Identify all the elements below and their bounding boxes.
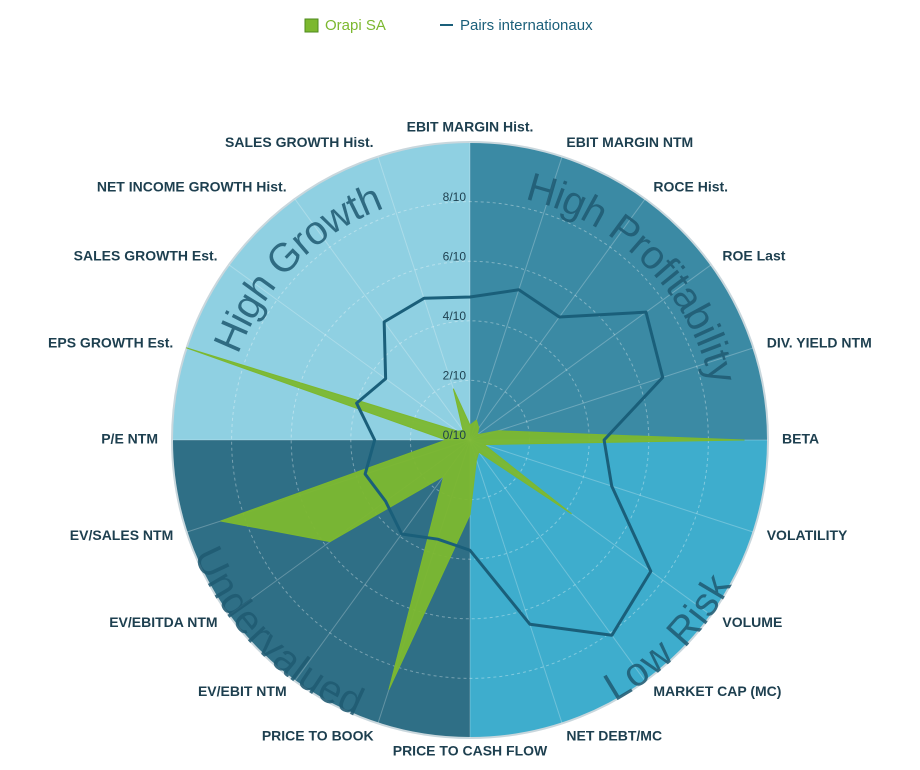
axis-label: SALES GROWTH Est. xyxy=(74,247,218,263)
axis-label: MARKET CAP (MC) xyxy=(653,683,781,699)
spoke xyxy=(228,264,471,441)
series-area xyxy=(186,347,745,690)
spoke xyxy=(469,198,646,441)
spoke xyxy=(469,156,563,441)
legend-label: Orapi SA xyxy=(325,17,386,34)
quadrant xyxy=(470,440,768,738)
r-tick-label: 0/10 xyxy=(443,428,467,442)
axis-label: PRICE TO BOOK xyxy=(262,727,374,743)
axis-label: DIV. YIELD NTM xyxy=(767,334,872,350)
legend-swatch xyxy=(304,18,319,33)
axis-label: EV/EBIT NTM xyxy=(198,683,287,699)
axis-label: EV/EBITDA NTM xyxy=(109,614,217,630)
axis-label: EBIT MARGIN NTM xyxy=(566,134,693,150)
axis-label: ROE Last xyxy=(722,247,785,263)
r-tick-label: 2/10 xyxy=(443,369,467,383)
axis-label: SALES GROWTH Hist. xyxy=(225,134,374,150)
legend-label: Pairs internationaux xyxy=(460,17,593,34)
outer-ring xyxy=(171,141,769,739)
r-tick-label: 6/10 xyxy=(443,249,467,263)
series-area xyxy=(355,288,665,637)
axis-label: NET INCOME GROWTH Hist. xyxy=(97,178,287,194)
axis-label: BETA xyxy=(782,431,819,447)
quadrant xyxy=(470,142,768,440)
axis-label: P/E NTM xyxy=(101,431,158,447)
axis-label: EPS GROWTH Est. xyxy=(48,334,173,350)
spoke xyxy=(469,439,646,682)
axis-label: PRICE TO CASH FLOW xyxy=(393,743,548,759)
r-tick-label: 8/10 xyxy=(443,190,467,204)
axis-label: EBIT MARGIN Hist. xyxy=(407,119,534,135)
spoke xyxy=(469,347,754,441)
axis-label: EV/SALES NTM xyxy=(70,527,173,543)
axis-label: NET DEBT/MC xyxy=(566,727,662,743)
spoke xyxy=(469,439,563,724)
spoke xyxy=(469,264,712,441)
r-tick-label: 4/10 xyxy=(443,309,467,323)
axis-label: VOLUME xyxy=(722,614,782,630)
spoke xyxy=(294,198,471,441)
axis-label: VOLATILITY xyxy=(767,527,848,543)
axis-label: ROCE Hist. xyxy=(653,178,728,194)
quadrant xyxy=(172,142,470,440)
spoke xyxy=(294,439,471,682)
